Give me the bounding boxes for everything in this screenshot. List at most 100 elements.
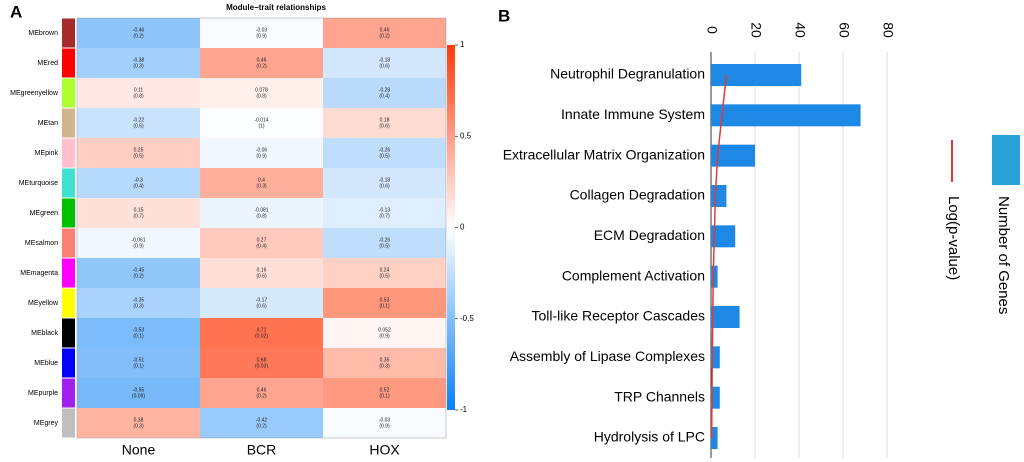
cell-value: -0.061: [131, 237, 145, 243]
cell-pvalue: (0.1): [379, 393, 390, 399]
cell-pvalue: (0.7): [133, 213, 144, 219]
cell-pvalue: (0.5): [379, 243, 390, 249]
cell-pvalue: (0.6): [256, 303, 267, 309]
cell-value: 0.52: [380, 387, 390, 393]
category-label: Innate Immune System: [561, 106, 705, 122]
heat-cell: [200, 78, 323, 108]
colorbar: [447, 45, 455, 410]
cell-value: 0.18: [380, 117, 390, 123]
cell-pvalue: (0.3): [133, 423, 144, 429]
row-label: MEsalmon: [25, 240, 58, 247]
heat-cell: [200, 198, 323, 228]
cell-value: -0.51: [133, 357, 145, 363]
cell-value: -0.014: [254, 117, 268, 123]
cell-pvalue: (0.3): [379, 363, 390, 369]
colorbar-tick-label: -1: [460, 405, 468, 414]
cell-value: -0.3: [134, 177, 143, 183]
legend-label: Log(p-value): [945, 196, 962, 280]
heat-cell: [200, 138, 323, 168]
cell-value: 0.53: [380, 297, 390, 303]
heat-cell: [323, 228, 446, 258]
cell-pvalue: (0.5): [379, 273, 390, 279]
cell-value: -0.03: [256, 27, 268, 33]
heat-cell: [77, 18, 200, 48]
pvalue-line: [710, 74, 728, 439]
cell-pvalue: (0.5): [133, 123, 144, 129]
cell-pvalue: (1): [258, 123, 264, 129]
cell-value: 0.27: [257, 237, 267, 243]
cell-pvalue: (0.9): [379, 423, 390, 429]
cell-pvalue: (0.3): [256, 183, 267, 189]
heat-cell: [77, 318, 200, 348]
category-label: Toll-like Receptor Cascades: [531, 308, 705, 324]
cell-pvalue: (0.2): [133, 33, 144, 39]
cell-pvalue: (0.6): [379, 123, 390, 129]
cell-value: -0.18: [379, 57, 391, 63]
cell-value: -0.26: [379, 147, 391, 153]
cell-pvalue: (0.8): [256, 213, 267, 219]
heat-cell: [77, 378, 200, 408]
category-label: Collagen Degradation: [570, 187, 705, 203]
cell-pvalue: (0.02): [255, 333, 268, 339]
cell-value: -0.53: [133, 327, 145, 333]
heat-cell: [200, 318, 323, 348]
module-swatch: [62, 228, 75, 258]
row-label: MEgreenyellow: [10, 90, 59, 97]
chart-title: Module−trait relationships: [226, 3, 326, 12]
heat-cell: [200, 378, 323, 408]
heat-cell: [77, 108, 200, 138]
heat-cell: [200, 48, 323, 78]
module-swatch: [62, 78, 75, 108]
colorbar-tick-label: 0.5: [460, 131, 472, 140]
cell-value: 0.11: [134, 87, 144, 93]
module-swatch: [62, 138, 75, 168]
cell-value: 0.38: [134, 417, 144, 423]
cell-value: -0.46: [133, 27, 145, 33]
heat-cell: [323, 408, 446, 438]
cell-pvalue: (0.6): [379, 63, 390, 69]
module-swatch: [62, 318, 75, 348]
cell-pvalue: (0.09): [132, 393, 145, 399]
module-swatch: [62, 408, 75, 438]
module-swatch: [62, 168, 75, 198]
cell-pvalue: (0.03): [255, 363, 268, 369]
cell-pvalue: (0.7): [379, 213, 390, 219]
row-label: MEmagenta: [20, 270, 58, 277]
bar: [711, 185, 727, 207]
heat-cell: [323, 378, 446, 408]
heat-cell: [200, 228, 323, 258]
row-label: MEturquoise: [19, 180, 58, 187]
row-label: MEpurple: [28, 390, 58, 397]
column-label: None: [122, 442, 156, 458]
cell-value: 0.46: [380, 27, 390, 33]
category-label: Extracellular Matrix Organization: [503, 146, 705, 162]
heat-cell: [77, 288, 200, 318]
cell-value: -0.45: [133, 267, 145, 273]
cell-pvalue: (0.4): [256, 243, 267, 249]
colorbar-tick-label: 0: [460, 223, 465, 232]
category-label: TRP Channels: [614, 388, 705, 404]
bar: [711, 144, 755, 167]
cell-pvalue: (0.6): [379, 183, 390, 189]
heat-cell: [323, 138, 446, 168]
cell-value: -0.55: [133, 387, 145, 393]
x-tick-label: 60: [836, 22, 852, 38]
cell-pvalue: (0.3): [133, 303, 144, 309]
module-swatch: [62, 348, 75, 378]
row-label: MEblack: [31, 330, 58, 337]
category-label: Complement Activation: [562, 267, 705, 283]
heat-cell: [77, 78, 200, 108]
category-label: Neutrophil Degranulation: [550, 66, 705, 82]
heat-cell: [77, 198, 200, 228]
module-swatch: [62, 258, 75, 288]
cell-value: 0.078: [255, 87, 268, 93]
module-swatch: [62, 198, 75, 228]
heat-cell: [200, 18, 323, 48]
cell-pvalue: (0.8): [256, 93, 267, 99]
cell-value: -0.35: [133, 297, 145, 303]
cell-value: -0.18: [379, 177, 391, 183]
row-label: MEbrown: [28, 30, 58, 37]
cell-pvalue: (0.2): [256, 393, 267, 399]
category-label: ECM Degradation: [594, 227, 705, 243]
